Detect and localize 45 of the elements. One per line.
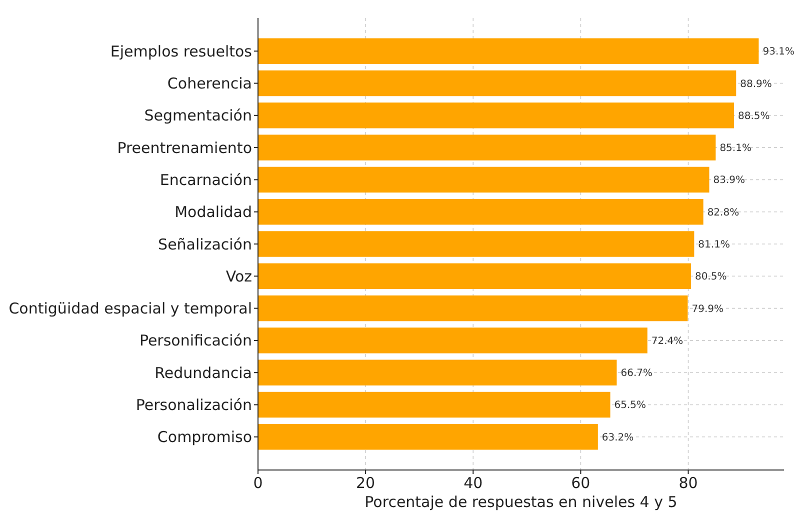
- bar: [258, 198, 704, 225]
- bar: [258, 328, 648, 354]
- bar: [258, 360, 617, 386]
- bar: [258, 424, 598, 450]
- data-label: 65.5%: [614, 400, 646, 412]
- data-label: 80.5%: [694, 272, 727, 283]
- x-tick-label: 60: [571, 474, 590, 492]
- bar: [258, 263, 691, 290]
- data-label: 93.1%: [762, 46, 795, 58]
- y-tick-label: Personalización: [136, 396, 252, 414]
- data-label: 83.9%: [713, 175, 746, 186]
- bar: [258, 295, 688, 322]
- y-tick-label: Preentrenamiento: [117, 138, 252, 157]
- x-tick-label: 80: [678, 474, 698, 492]
- bar: [258, 70, 736, 96]
- bar: [258, 134, 716, 160]
- bar: [258, 102, 734, 128]
- data-label: 81.1%: [698, 240, 730, 250]
- x-tick-label: 40: [464, 474, 483, 492]
- y-tick-label: Coherencia: [167, 74, 252, 93]
- y-tick-label: Compromiso: [157, 428, 252, 446]
- data-label: 88.5%: [738, 110, 770, 122]
- data-label: 63.2%: [602, 432, 634, 444]
- data-label: 66.7%: [620, 368, 653, 380]
- y-tick-label: Contigüidad espacial y temporal: [8, 300, 252, 318]
- data-label: 72.4%: [651, 336, 684, 347]
- y-tick-label: Voz: [226, 267, 252, 286]
- x-tick-label: 0: [253, 474, 263, 492]
- y-tick-label: Modalidad: [174, 203, 252, 222]
- bar: [258, 392, 610, 418]
- x-axis-title: Porcentaje de respuestas en niveles 4 y 5: [364, 493, 678, 511]
- bar: [258, 166, 710, 193]
- y-tick-label: Ejemplos resueltos: [110, 42, 252, 60]
- bar: [258, 38, 759, 64]
- y-tick-label: Señalización: [158, 235, 252, 254]
- x-tick-label: 20: [356, 474, 376, 492]
- y-tick-label: Redundancia: [154, 364, 252, 382]
- bar: [258, 231, 694, 257]
- y-tick-label: Personificación: [139, 332, 252, 350]
- y-tick-label: Segmentación: [144, 106, 252, 125]
- y-tick-label: Encarnación: [160, 170, 252, 189]
- data-label: 85.1%: [720, 143, 752, 154]
- data-label: 82.8%: [707, 207, 740, 218]
- data-label: 79.9%: [692, 304, 724, 315]
- data-label: 88.9%: [740, 78, 772, 90]
